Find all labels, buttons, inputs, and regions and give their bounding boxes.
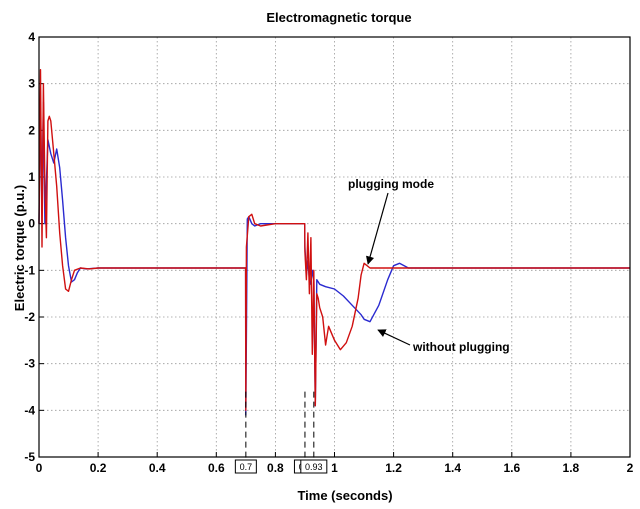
x-tick-label: 2 [627, 461, 634, 475]
annotation-without-plugging: without plugging [412, 340, 510, 354]
x-tick-label: 0 [36, 461, 43, 475]
x-tick-label: 1 [331, 461, 338, 475]
x-tick-label: 1.6 [503, 461, 520, 475]
marker-label: 0.7 [240, 462, 253, 472]
chart-title: Electromagnetic torque [266, 10, 411, 25]
annotation-arrow [366, 192, 389, 265]
y-tick-label: -3 [24, 357, 35, 371]
marker-box [300, 459, 328, 474]
x-tick-label: 0.8 [267, 461, 284, 475]
x-tick-label: 1.2 [385, 461, 402, 475]
x-tick-label: 0.2 [90, 461, 107, 475]
y-tick-label: -2 [24, 310, 35, 324]
x-tick-labels: 0 0.2 0.4 0.6 0.8 1 1.2 1.4 1.6 1.8 2 [36, 452, 634, 475]
x-tick-label: 1.8 [563, 461, 580, 475]
y-tick-label: 0 [28, 217, 35, 231]
series-lines [38, 68, 630, 416]
y-tick-label: 2 [28, 123, 35, 137]
y-tick-label: 1 [28, 170, 35, 184]
y-axis-label: Electric torque (p.u.) [12, 185, 27, 311]
x-tick-label: 0.6 [208, 461, 225, 475]
annotations: plugging mode without plugging [348, 177, 510, 354]
series-line-2 [38, 68, 630, 411]
x-tick-label: 0.4 [149, 461, 166, 475]
grid-lines [39, 37, 630, 457]
marker-label: 0.93 [305, 462, 323, 472]
x-axis-label: Time (seconds) [297, 488, 392, 503]
time-markers: 0.70.90.93 [234, 391, 328, 474]
y-tick-label: -5 [24, 450, 35, 464]
y-tick-label: -1 [24, 263, 35, 277]
annotation-plugging-mode: plugging mode [348, 177, 434, 191]
plot-frame [38, 36, 631, 458]
y-tick-label: 4 [28, 30, 35, 44]
y-tick-label: 3 [28, 77, 35, 91]
annotation-arrow [377, 329, 411, 346]
marker-box [234, 459, 257, 474]
x-tick-label: 1.4 [444, 461, 461, 475]
y-tick-label: -4 [24, 403, 35, 417]
